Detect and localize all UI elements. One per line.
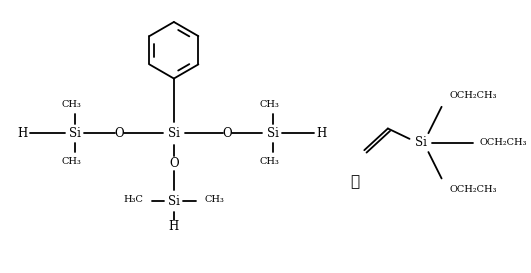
Text: H₃C: H₃C [124,195,144,204]
Text: O: O [169,157,179,170]
Text: CH₃: CH₃ [61,157,81,166]
Text: OCH₂CH₃: OCH₂CH₃ [479,138,527,147]
Text: H: H [17,127,27,140]
Text: O: O [223,127,233,140]
Text: OCH₂CH₃: OCH₂CH₃ [449,91,496,100]
Text: Si: Si [168,127,180,140]
Text: Si: Si [415,136,427,149]
Text: CH₃: CH₃ [61,100,81,109]
Text: O: O [114,127,124,140]
Text: 和: 和 [350,175,359,189]
Text: Si: Si [267,127,279,140]
Text: CH₃: CH₃ [259,157,279,166]
Text: CH₃: CH₃ [204,195,224,204]
Text: H: H [169,220,179,233]
Text: Si: Si [168,195,180,207]
Text: H: H [317,127,327,140]
Text: Si: Si [69,127,81,140]
Text: CH₃: CH₃ [259,100,279,109]
Text: OCH₂CH₃: OCH₂CH₃ [449,185,496,194]
